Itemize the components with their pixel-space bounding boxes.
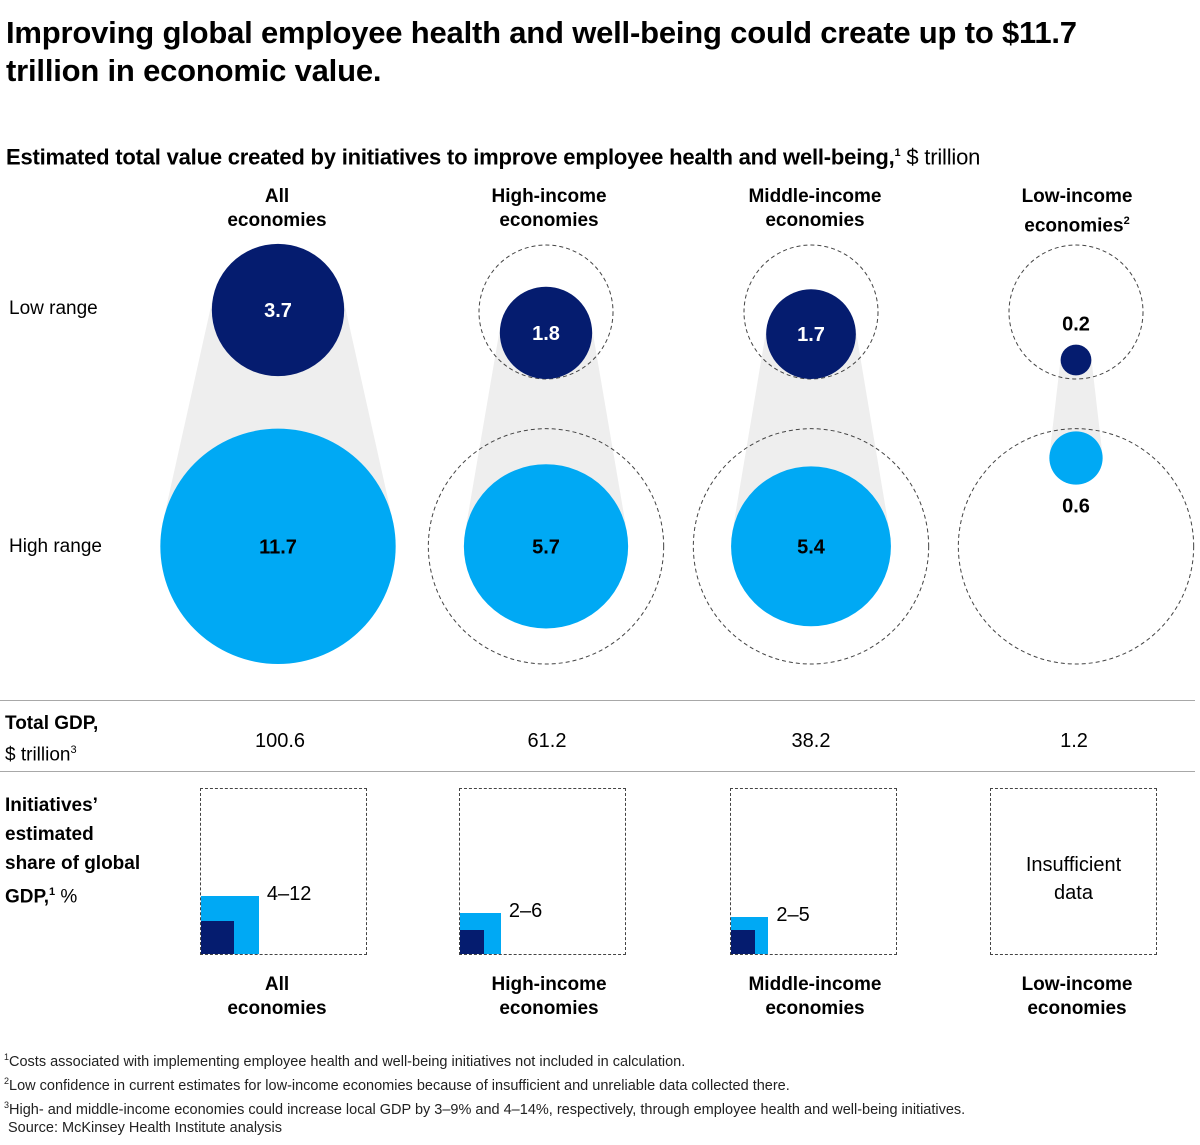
column-header-line1: Middle-income — [748, 186, 882, 207]
bottom-label-line2: economies — [227, 998, 327, 1019]
share-value-high-income: 2–6 — [508, 900, 543, 923]
insufficient-line1: Insufficient — [1025, 854, 1122, 876]
row-label-high-range: High range — [9, 536, 102, 557]
bottom-label-line2: economies — [1027, 998, 1127, 1019]
share-box-low-income: Insufficient data — [990, 788, 1157, 955]
gdp-label-line2-wrap: $ trillion3 — [5, 737, 98, 768]
column-header-low-income: Low-income economies2 — [967, 185, 1187, 238]
column-header-line2: economies2 — [967, 209, 1187, 238]
divider-bottom — [0, 771, 1195, 772]
gdp-value-all: 100.6 — [254, 730, 306, 752]
column-header-footnote-ref: 2 — [1123, 215, 1130, 227]
subtitle-text: Estimated total value created by initiat… — [6, 144, 895, 170]
share-label-line4: GDP, — [5, 886, 50, 908]
footnote-text: High- and middle-income economies could … — [9, 1101, 966, 1118]
column-header-all: All economies — [167, 185, 387, 233]
bottom-label-line1: Low-income — [1021, 974, 1133, 995]
share-label-line4-wrap: GDP,1 % — [5, 878, 165, 911]
bottom-label-line2: economies — [765, 998, 865, 1019]
subtitle-footnote-ref: 1 — [894, 147, 901, 159]
bottom-label-line1: Middle-income — [748, 974, 882, 995]
share-label-unit: % — [60, 886, 78, 908]
bubble-low-high-income — [499, 286, 593, 379]
bottom-label-line1: High-income — [491, 974, 607, 995]
gdp-value-low-income: 1.2 — [1060, 730, 1088, 752]
bubble-label-low-low-income: 0.2 — [1062, 314, 1090, 336]
bubble-label-low-all: 3.7 — [264, 300, 292, 322]
footnote-3: 3High- and middle-income economies could… — [4, 1096, 965, 1120]
share-label-line3: share of global — [5, 853, 141, 874]
column-header-middle-income: Middle-income economies — [705, 185, 925, 233]
share-row-label: Initiatives’ estimated share of global G… — [5, 791, 165, 911]
bubble-high-all — [160, 428, 396, 664]
footnote-ref: 2 — [4, 1075, 10, 1086]
footnote-ref: 1 — [4, 1052, 10, 1062]
chart-subtitle: Estimated total value created by initiat… — [6, 139, 980, 171]
share-square-low — [731, 930, 755, 954]
bottom-label-line1: All — [264, 974, 290, 995]
share-value-all: 4–12 — [266, 883, 312, 906]
bottom-label-high-income: High-income economies — [439, 973, 659, 1021]
share-box-middle-income: 2–5 — [730, 788, 897, 955]
footnote-ref: 3 — [4, 1099, 10, 1110]
bottom-label-middle-income: Middle-income economies — [705, 973, 925, 1021]
reference-outline-high-middle-income — [692, 428, 930, 665]
footnote-1: 1Costs associated with implementing empl… — [4, 1048, 965, 1072]
footnotes: 1Costs associated with implementing empl… — [4, 1048, 965, 1138]
bubble-high-high-income — [463, 464, 629, 629]
share-label-footnote-ref: 1 — [49, 886, 56, 898]
column-header-line2: economies — [227, 210, 327, 231]
column-header-line1: Low-income — [1021, 186, 1133, 207]
source-note: Source: McKinsey Health Institute analys… — [8, 1120, 283, 1137]
bottom-label-low-income: Low-income economies — [967, 973, 1187, 1021]
connector-low-income — [1049, 358, 1103, 455]
row-label-low-range: Low range — [9, 298, 98, 319]
column-header-high-income: High-income economies — [439, 185, 659, 233]
bubble-label-low-middle-income: 1.7 — [797, 324, 825, 346]
chart-title: Improving global employee health and wel… — [6, 15, 1077, 88]
insufficient-data-note: Insufficient data — [991, 851, 1156, 907]
gdp-label-footnote-ref: 3 — [70, 744, 77, 756]
share-label-line1: Initiatives’ — [5, 795, 98, 816]
gdp-label-line2: $ trillion — [5, 744, 71, 766]
bubble-label-low-high-income: 1.8 — [532, 323, 560, 345]
bottom-label-line2: economies — [499, 998, 599, 1019]
column-header-text: economies — [1024, 215, 1124, 237]
footnote-text: Costs associated with implementing emplo… — [9, 1053, 686, 1070]
column-header-line2: economies — [499, 210, 599, 231]
bubble-chart: 3.7 11.7 1.8 5.7 1.7 5.4 0.2 0.6 — [160, 243, 1195, 665]
bubble-label-high-all: 11.7 — [259, 536, 297, 558]
bubble-low-low-income — [1060, 344, 1092, 376]
insufficient-line2: data — [1054, 882, 1093, 904]
column-header-line1: High-income — [491, 186, 607, 207]
reference-outline-low-low-income — [1008, 244, 1144, 380]
share-box-high-income: 2–6 — [459, 788, 626, 955]
bubble-high-low-income — [1049, 431, 1103, 485]
bottom-label-all: All economies — [167, 973, 387, 1021]
gdp-value-middle-income: 38.2 — [791, 730, 831, 752]
bubble-label-high-middle-income: 5.4 — [797, 536, 826, 558]
bubble-high-middle-income — [731, 466, 891, 627]
bubble-low-middle-income — [766, 289, 856, 379]
share-label-line2: estimated — [5, 824, 94, 845]
subtitle-unit: $ trillion — [906, 144, 981, 170]
reference-outline-high-low-income — [957, 428, 1195, 665]
share-value-middle-income: 2–5 — [776, 903, 810, 926]
bubble-low-all — [211, 243, 345, 377]
share-box-all: 4–12 — [200, 788, 367, 955]
bubble-label-high-high-income: 5.7 — [532, 536, 560, 558]
gdp-label-line1: Total GDP, — [5, 713, 99, 734]
share-square-low — [460, 930, 484, 954]
share-square-low — [201, 920, 235, 954]
reference-outline-high-high-income — [427, 428, 665, 665]
column-header-line1: All — [264, 186, 290, 207]
footnote-text: Low confidence in current estimates for … — [9, 1077, 790, 1094]
column-header-line2: economies — [765, 210, 865, 231]
gdp-value-high-income: 61.2 — [527, 730, 567, 752]
divider-top — [0, 700, 1195, 701]
gdp-row-label: Total GDP, $ trillion3 — [5, 711, 98, 768]
footnote-2: 2Low confidence in current estimates for… — [4, 1072, 965, 1096]
bubble-label-high-low-income: 0.6 — [1062, 496, 1090, 518]
